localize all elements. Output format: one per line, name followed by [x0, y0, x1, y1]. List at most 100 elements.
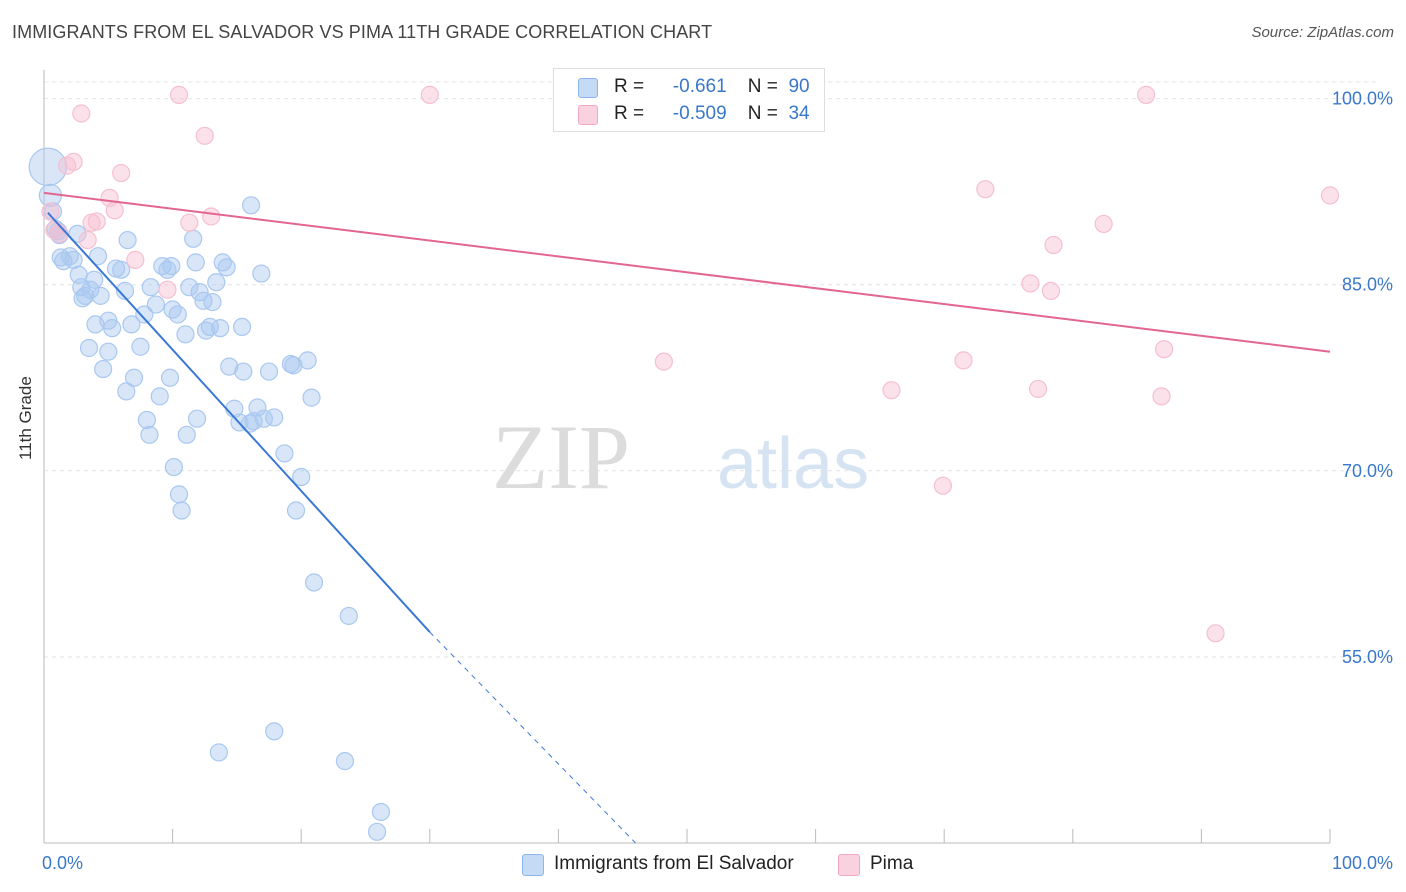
y-tick-labels: 55.0% 70.0% 85.0% 100.0%: [1332, 89, 1393, 667]
data-point: [184, 229, 203, 248]
legend-r-label: R =: [614, 103, 645, 124]
data-point: [146, 295, 165, 314]
data-point: [211, 319, 230, 338]
data-point: [220, 357, 239, 376]
data-point: [68, 224, 87, 243]
data-point: [135, 305, 154, 324]
bottom-legend-label: Pima: [870, 853, 914, 874]
data-point: [203, 292, 222, 312]
legend-n-value: 90: [788, 76, 810, 97]
data-point: [1044, 235, 1063, 255]
watermark: ZIP atlas: [492, 406, 869, 508]
data-point: [339, 606, 358, 626]
data-point: [150, 387, 169, 406]
data-point: [124, 368, 144, 387]
data-point: [190, 283, 209, 302]
data-point: [117, 382, 136, 401]
data-point: [88, 247, 108, 266]
data-point: [85, 270, 104, 289]
trend-lines: [43, 191, 1331, 844]
data-point: [72, 104, 91, 123]
data-point: [180, 278, 199, 297]
data-point: [78, 230, 97, 250]
data-point: [1320, 186, 1340, 205]
data-point: [99, 342, 118, 361]
data-point: [115, 281, 135, 301]
data-point: [41, 202, 60, 221]
data-point: [1041, 281, 1061, 301]
data-point: [217, 258, 236, 277]
watermark-atlas: atlas: [717, 424, 869, 504]
legend-r-value: -0.661: [672, 76, 727, 97]
data-point: [654, 352, 673, 371]
data-point: [160, 368, 180, 387]
data-point: [304, 573, 324, 592]
data-point: [933, 476, 953, 495]
data-point: [180, 213, 199, 232]
data-point: [882, 381, 901, 400]
data-point: [232, 317, 252, 336]
data-point: [976, 180, 995, 199]
data-point: [169, 85, 189, 104]
bottom-legend-label: Immigrants from El Salvador: [554, 853, 794, 874]
data-point: [91, 286, 110, 305]
data-point: [168, 305, 187, 324]
data-point: [286, 501, 306, 520]
legend-n-label: N =: [747, 76, 778, 97]
data-point: [172, 501, 191, 520]
data-point: [162, 256, 181, 276]
data-point: [81, 280, 100, 299]
data-point: [292, 467, 311, 487]
data-point: [202, 207, 221, 226]
data-point: [265, 722, 284, 741]
bottom-legend-swatch-pink: [838, 854, 860, 876]
legend-r-value: -0.509: [672, 103, 727, 124]
data-point: [176, 325, 195, 344]
data-point: [164, 457, 183, 477]
data-point: [140, 425, 159, 444]
y-tick-label: 55.0%: [1342, 647, 1393, 667]
data-point: [131, 337, 150, 356]
data-point: [209, 743, 228, 762]
data-point: [259, 362, 279, 381]
data-point: [112, 163, 131, 183]
y-tick-label: 70.0%: [1342, 461, 1393, 481]
data-point: [420, 85, 439, 104]
data-point: [163, 300, 182, 319]
chart-source: Source: ZipAtlas.com: [1251, 24, 1394, 41]
y-tick-label: 100.0%: [1332, 89, 1393, 109]
data-point: [158, 280, 177, 299]
data-point: [50, 224, 69, 243]
data-point: [1155, 340, 1174, 359]
legend-swatch-blue: [578, 78, 598, 98]
data-point: [1021, 274, 1040, 293]
trend-line-pima: [43, 191, 1331, 353]
data-point: [252, 264, 271, 283]
data-point: [248, 398, 267, 417]
data-point: [187, 409, 207, 428]
series-el-salvador-points: [28, 147, 391, 841]
data-point: [195, 126, 214, 145]
legend-n-label: N =: [747, 103, 778, 124]
data-point: [207, 273, 226, 292]
data-point: [126, 250, 145, 269]
data-point: [234, 362, 253, 381]
data-point: [265, 408, 284, 427]
data-point: [1206, 624, 1225, 643]
trend-line-el-salvador: [47, 212, 431, 633]
data-point: [1094, 214, 1113, 234]
data-point: [79, 338, 99, 358]
y-axis-label: 11th Grade: [16, 376, 35, 460]
data-point: [105, 201, 124, 220]
data-point: [367, 822, 387, 841]
axes: [43, 70, 1331, 844]
watermark-zip: ZIP: [492, 406, 630, 508]
data-point: [1137, 85, 1156, 104]
legend-swatch-pink: [578, 105, 598, 125]
data-point: [186, 253, 205, 272]
data-point: [371, 802, 391, 822]
data-point: [241, 196, 261, 215]
bottom-legend-swatch-blue: [522, 854, 544, 876]
legend: R = -0.661 N = 90 R = -0.509 N = 34: [553, 68, 825, 132]
